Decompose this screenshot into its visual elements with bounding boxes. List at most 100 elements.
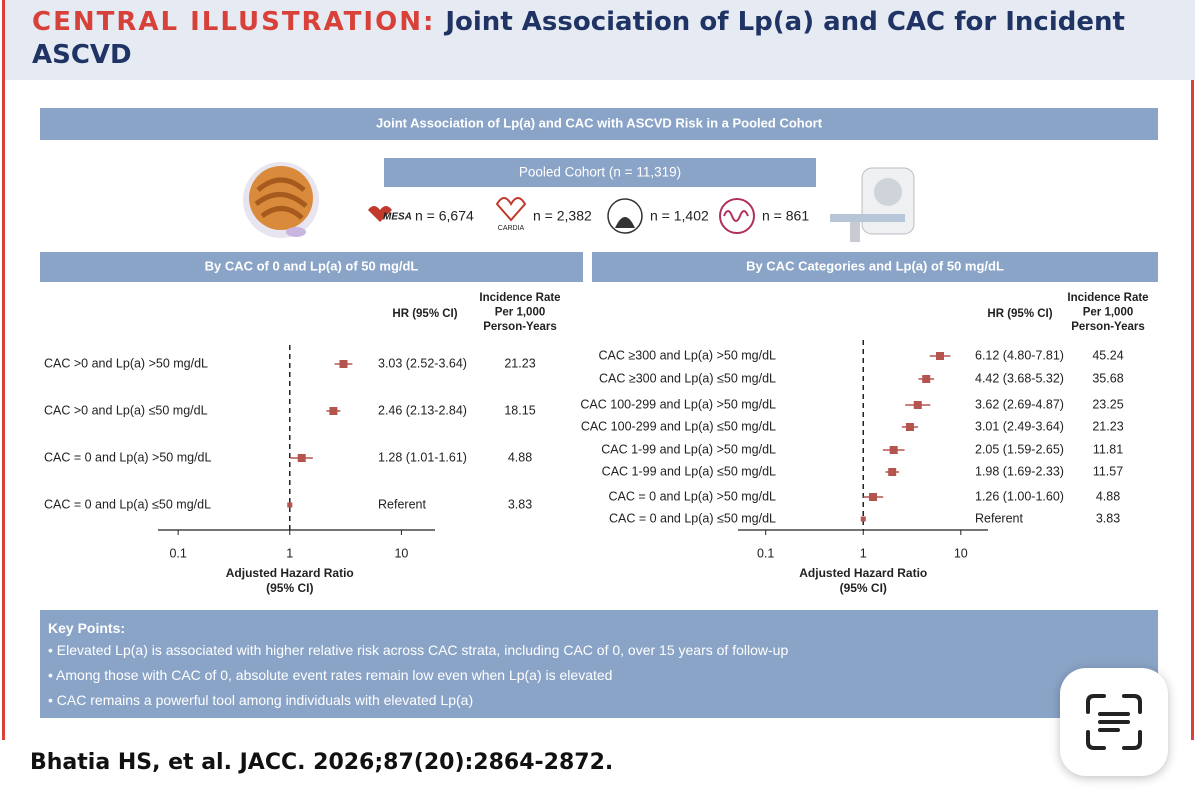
hr-marker: [913, 401, 922, 409]
hr-marker: [339, 360, 348, 368]
incidence-rate: 3.83: [508, 497, 532, 511]
header: CENTRAL ILLUSTRATION: Joint Association o…: [5, 0, 1195, 80]
mesa-icon: [368, 206, 392, 222]
incidence-rate: 4.88: [508, 450, 532, 464]
lens-icon: [1086, 694, 1142, 750]
row-label: CAC 1-99 and Lp(a) >50 mg/dL: [601, 442, 776, 456]
hr-label: Referent: [378, 497, 426, 511]
study-logo: CARDIA: [498, 225, 525, 232]
incidence-rate: 11.57: [1093, 464, 1123, 478]
panel-title: By CAC Categories and Lp(a) of 50 mg/dL: [746, 258, 1004, 273]
x-tick-label: 10: [954, 546, 968, 560]
hr-label: 2.46 (2.13-2.84): [378, 403, 467, 417]
study-n: n = 861: [762, 208, 809, 224]
rate-header: Person-Years: [1071, 321, 1145, 333]
cardia-icon: [495, 197, 527, 222]
lipoprotein-icon: [243, 162, 319, 238]
row-label: CAC = 0 and Lp(a) ≤50 mg/dL: [44, 497, 211, 511]
hr-header: HR (95% CI): [392, 308, 457, 320]
study-n: n = 1,402: [650, 208, 709, 224]
row-label: CAC 100-299 and Lp(a) >50 mg/dL: [580, 397, 776, 411]
hr-label: 3.03 (2.52-3.64): [378, 356, 467, 370]
row-label: CAC >0 and Lp(a) >50 mg/dL: [44, 356, 208, 370]
x-tick-label: 1: [286, 546, 293, 560]
key-points-title: Key Points:: [48, 620, 126, 636]
ct-scanner-icon: [830, 167, 915, 242]
study-n: n = 6,674: [415, 208, 474, 224]
x-tick-label: 1: [860, 546, 867, 560]
panel-header: [592, 252, 1158, 282]
incidence-rate: 23.25: [1092, 397, 1123, 411]
key-point: CAC remains a powerful tool among indivi…: [48, 688, 1150, 713]
header-title: Joint Association of Lp(a) and CAC for I…: [32, 7, 1125, 70]
study-icon: [723, 210, 749, 222]
banner: Joint Association of Lp(a) and CAC with …: [376, 115, 823, 130]
rate-header: Per 1,000: [495, 307, 546, 319]
x-axis-label: (95% CI): [840, 581, 887, 595]
rate-header: Person-Years: [483, 321, 557, 333]
hr-marker: [297, 454, 306, 462]
incidence-rate: 18.15: [504, 403, 535, 417]
hr-label: 3.62 (2.69-4.87): [975, 397, 1064, 411]
row-label: CAC ≥300 and Lp(a) >50 mg/dL: [599, 348, 777, 362]
row-label: CAC 100-299 and Lp(a) ≤50 mg/dL: [581, 419, 776, 433]
hr-marker: [888, 468, 897, 476]
row-label: CAC 1-99 and Lp(a) ≤50 mg/dL: [602, 464, 776, 478]
key-points: Key Points: Elevated Lp(a) is associated…: [40, 610, 1158, 718]
hr-marker: [329, 407, 338, 415]
x-tick-label: 10: [394, 546, 408, 560]
hr-marker: [287, 502, 293, 508]
hr-marker: [905, 423, 914, 431]
incidence-rate: 3.83: [1096, 511, 1120, 525]
hr-label: 1.28 (1.01-1.61): [378, 450, 467, 464]
hr-label: 2.05 (1.59-2.65): [975, 442, 1064, 456]
hr-marker: [869, 493, 878, 501]
rate-header: Per 1,000: [1083, 307, 1134, 319]
study-icon: [719, 198, 755, 234]
panel-title: By CAC of 0 and Lp(a) of 50 mg/dL: [205, 258, 419, 273]
cohort-title: Pooled Cohort (n = 11,319): [519, 165, 681, 180]
hr-label: 6.12 (4.80-7.81): [975, 348, 1064, 362]
incidence-rate: 21.23: [504, 356, 535, 370]
study-n: n = 2,382: [533, 208, 592, 224]
x-axis-label: Adjusted Hazard Ratio: [226, 566, 354, 580]
incidence-rate: 21.23: [1092, 419, 1123, 433]
row-label: CAC = 0 and Lp(a) >50 mg/dL: [44, 450, 212, 464]
study-logo: MESA: [383, 212, 412, 223]
hr-marker: [860, 516, 866, 522]
incidence-rate: 35.68: [1092, 371, 1123, 385]
hr-label: 3.01 (2.49-3.64): [975, 419, 1064, 433]
hr-label: 4.42 (3.68-5.32): [975, 371, 1064, 385]
incidence-rate: 11.81: [1093, 442, 1123, 456]
incidence-rate: 45.24: [1092, 348, 1123, 362]
hr-marker: [889, 446, 898, 454]
cohort-box: [384, 158, 816, 187]
x-tick-label: 0.1: [169, 546, 186, 560]
key-point: Elevated Lp(a) is associated with higher…: [48, 638, 1150, 663]
key-point: Among those with CAC of 0, absolute even…: [48, 663, 1150, 688]
row-label: CAC = 0 and Lp(a) >50 mg/dL: [609, 489, 777, 503]
x-tick-label: 0.1: [757, 546, 774, 560]
hr-header: HR (95% CI): [987, 308, 1052, 320]
x-axis-label: Adjusted Hazard Ratio: [799, 566, 927, 580]
row-label: CAC = 0 and Lp(a) ≤50 mg/dL: [609, 511, 776, 525]
banner-box: [40, 108, 1158, 140]
citation: Bhatia HS, et al. JACC. 2026;87(20):2864…: [30, 750, 614, 775]
hr-label: 1.26 (1.00-1.60): [975, 489, 1064, 503]
jhs-icon: [615, 217, 635, 228]
hr-marker: [936, 352, 945, 360]
incidence-rate: 4.88: [1096, 489, 1120, 503]
jhs-icon: [607, 198, 643, 234]
key-points-list: Elevated Lp(a) is associated with higher…: [48, 638, 1150, 713]
row-label: CAC >0 and Lp(a) ≤50 mg/dL: [44, 403, 208, 417]
hr-label: Referent: [975, 511, 1023, 525]
rate-header: Incidence Rate: [479, 292, 560, 304]
hr-label: 1.98 (1.69-2.33): [975, 464, 1064, 478]
lens-button[interactable]: [1060, 668, 1168, 776]
x-axis-label: (95% CI): [266, 581, 313, 595]
header-label: CENTRAL ILLUSTRATION:: [32, 7, 436, 37]
frame: [2, 0, 1194, 740]
row-label: CAC ≥300 and Lp(a) ≤50 mg/dL: [599, 371, 776, 385]
